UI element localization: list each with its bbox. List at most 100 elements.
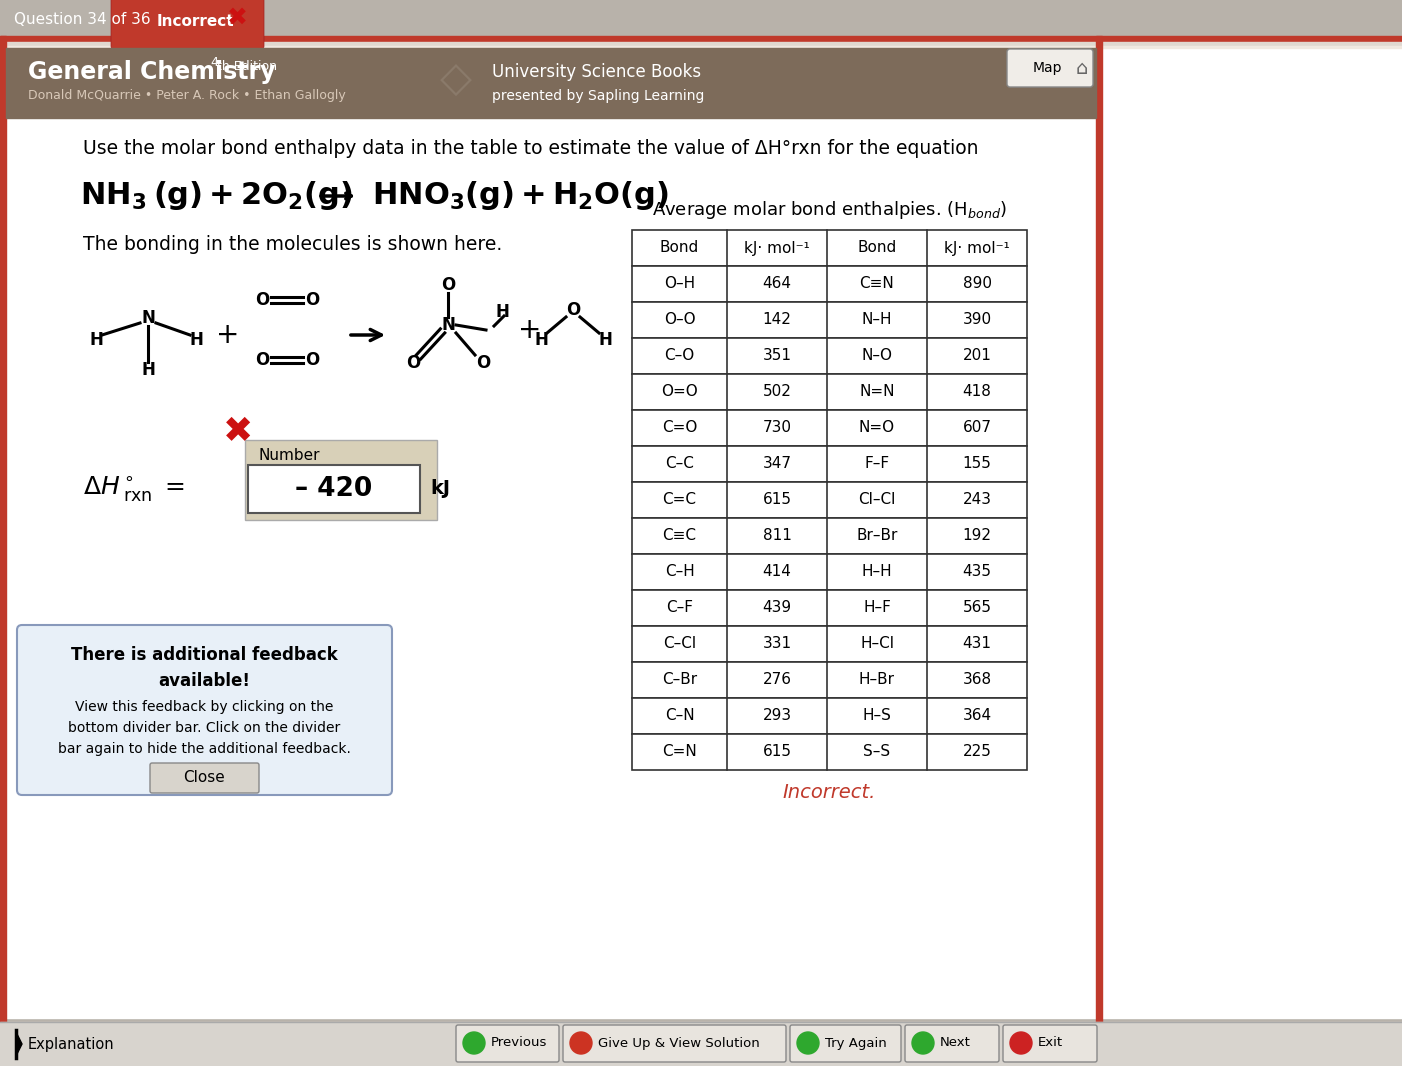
Text: 439: 439 (763, 600, 792, 615)
FancyBboxPatch shape (906, 1025, 1000, 1062)
Bar (632, 446, 1028, 482)
Text: O–H: O–H (665, 276, 695, 291)
Text: Next: Next (939, 1036, 970, 1050)
Bar (245, 440, 437, 520)
FancyBboxPatch shape (150, 763, 259, 793)
FancyBboxPatch shape (456, 1025, 559, 1062)
Text: S–S: S–S (864, 744, 890, 759)
Text: kJ· mol⁻¹: kJ· mol⁻¹ (944, 241, 1009, 256)
Text: N–O: N–O (861, 349, 893, 364)
Text: H: H (189, 332, 203, 349)
Text: General Chemistry: General Chemistry (28, 60, 276, 84)
Text: 431: 431 (963, 636, 991, 651)
Text: 730: 730 (763, 420, 792, 436)
Text: presented by Sapling Learning: presented by Sapling Learning (492, 88, 704, 103)
Text: C–Br: C–Br (662, 673, 697, 688)
Text: 364: 364 (962, 709, 991, 724)
Bar (632, 662, 1028, 698)
Text: – 420: – 420 (296, 477, 373, 502)
Text: University Science Books: University Science Books (492, 63, 701, 81)
Bar (632, 554, 1028, 589)
Bar (1096, 36, 1102, 1025)
Text: 464: 464 (763, 276, 792, 291)
Text: C–Cl: C–Cl (663, 636, 695, 651)
Bar (632, 698, 1028, 734)
Bar (632, 626, 1028, 662)
Text: 435: 435 (963, 565, 991, 580)
Text: +: + (519, 316, 541, 344)
Bar (0, 1022, 1402, 1066)
Bar (632, 266, 1028, 302)
Text: H–Br: H–Br (859, 673, 894, 688)
Text: C–N: C–N (665, 709, 694, 724)
Text: O=O: O=O (662, 385, 698, 400)
Text: C–C: C–C (665, 456, 694, 471)
Text: Donald McQuarrie • Peter A. Rock • Ethan Gallogly: Donald McQuarrie • Peter A. Rock • Ethan… (28, 90, 346, 102)
Bar (632, 302, 1028, 338)
Text: 225: 225 (963, 744, 991, 759)
FancyBboxPatch shape (17, 625, 393, 795)
Text: O: O (475, 354, 491, 372)
Text: Explanation: Explanation (28, 1036, 115, 1051)
Text: C=O: C=O (662, 420, 697, 436)
Text: The bonding in the molecules is shown here.: The bonding in the molecules is shown he… (83, 235, 502, 254)
Text: $\mathbf{HNO_3(g) + H_2O(g)}$: $\mathbf{HNO_3(g) + H_2O(g)}$ (372, 179, 669, 212)
Text: 607: 607 (963, 420, 991, 436)
Text: 615: 615 (763, 492, 792, 507)
Bar (0, 46, 1402, 48)
Circle shape (796, 1032, 819, 1054)
Text: Br–Br: Br–Br (857, 529, 897, 544)
Text: Exit: Exit (1037, 1036, 1063, 1050)
FancyBboxPatch shape (1007, 49, 1094, 87)
Circle shape (463, 1032, 485, 1054)
Text: ✖: ✖ (227, 6, 248, 30)
Text: 811: 811 (763, 529, 792, 544)
Bar (632, 589, 1028, 626)
Bar (0, 36, 1402, 42)
Text: O: O (405, 354, 421, 372)
Text: $\mathbf{NH_3}$: $\mathbf{NH_3}$ (80, 180, 146, 211)
Text: ◇: ◇ (440, 59, 472, 101)
Text: Close: Close (184, 771, 226, 786)
Text: H: H (534, 332, 548, 349)
Text: O–O: O–O (663, 312, 695, 327)
Text: 142: 142 (763, 312, 792, 327)
Text: Question 34 of 36: Question 34 of 36 (14, 12, 150, 27)
Text: 155: 155 (963, 456, 991, 471)
Text: ✖: ✖ (223, 415, 254, 449)
Text: C≡C: C≡C (663, 529, 697, 544)
Polygon shape (15, 1032, 22, 1056)
Text: N=N: N=N (859, 385, 894, 400)
Text: 890: 890 (963, 276, 991, 291)
Circle shape (1009, 1032, 1032, 1054)
Text: +: + (216, 321, 240, 349)
Bar (6, 48, 1096, 118)
Text: 351: 351 (763, 349, 792, 364)
Text: Bond: Bond (660, 241, 700, 256)
Text: th Edition: th Edition (217, 61, 278, 74)
Bar (632, 374, 1028, 410)
Text: Average molar bond enthalpies. (H$_{bond}$): Average molar bond enthalpies. (H$_{bond… (652, 199, 1007, 221)
Text: Previous: Previous (491, 1036, 547, 1050)
Text: Incorrect: Incorrect (157, 15, 234, 30)
Text: Try Again: Try Again (824, 1036, 886, 1050)
Text: C=N: C=N (662, 744, 697, 759)
Text: N: N (142, 309, 156, 327)
Text: C–O: C–O (665, 349, 694, 364)
Text: Give Up & View Solution: Give Up & View Solution (599, 1036, 760, 1050)
Text: O: O (304, 291, 320, 309)
FancyBboxPatch shape (111, 0, 264, 50)
Text: N: N (442, 316, 454, 334)
Text: C–F: C–F (666, 600, 693, 615)
Circle shape (911, 1032, 934, 1054)
Bar (632, 410, 1028, 446)
Text: 276: 276 (763, 673, 792, 688)
Text: H: H (495, 303, 509, 321)
Text: C≡N: C≡N (859, 276, 894, 291)
Text: 347: 347 (763, 456, 792, 471)
Text: 502: 502 (763, 385, 792, 400)
Text: View this feedback by clicking on the
bottom divider bar. Click on the divider
b: View this feedback by clicking on the bo… (57, 700, 350, 756)
Text: kJ: kJ (430, 480, 450, 499)
Text: C–H: C–H (665, 565, 694, 580)
Text: H: H (142, 361, 156, 379)
